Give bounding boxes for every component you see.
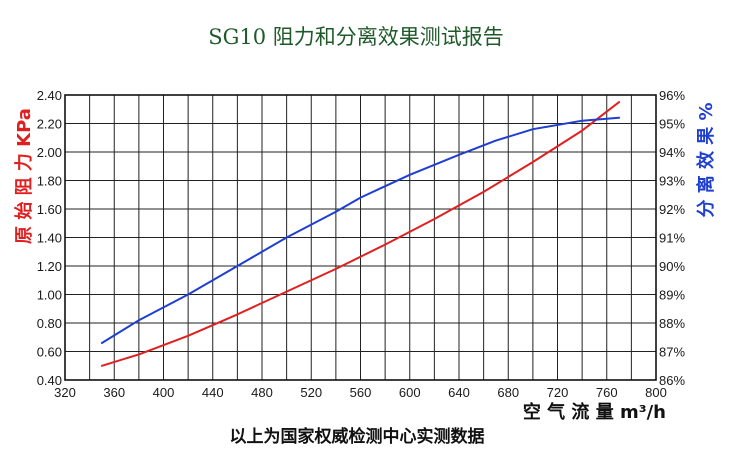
y-tick-label-left: 1.00 [37, 288, 62, 303]
y-tick-label-right: 90% [659, 259, 685, 274]
series-line-resistance [100, 101, 621, 367]
y-tick-label-right: 88% [659, 316, 685, 331]
y-tick-label-left: 2.40 [37, 88, 62, 103]
y-tick-label-left: 2.00 [37, 145, 62, 160]
y-tick-label-right: 91% [659, 231, 685, 246]
y-tick-label-left: 1.40 [37, 231, 62, 246]
x-axis-label: 空 气 流 量 m³/h [523, 401, 666, 423]
x-tick-label: 480 [251, 385, 273, 400]
y-tick-label-right: 87% [659, 345, 685, 360]
grid [64, 94, 657, 381]
y-axis-label-left: 原 始 阻 力 KPa [13, 108, 35, 244]
footnote: 以上为国家权威检测中心实测数据 [230, 426, 485, 447]
x-tick-label: 400 [153, 385, 175, 400]
x-tick-label: 560 [350, 385, 372, 400]
y-tick-label-right: 93% [659, 174, 685, 189]
y-tick-label-right: 86% [659, 373, 685, 388]
y-tick-label-right: 94% [659, 145, 685, 160]
chart-title: SG10 阻力和分离效果测试报告 [208, 25, 504, 49]
y-tick-label-right: 89% [659, 288, 685, 303]
y-axis-label-right: 分 离 效 果 % [695, 102, 717, 217]
x-tick-label: 800 [645, 385, 667, 400]
x-tick-label: 680 [497, 385, 519, 400]
y-tick-label-left: 2.20 [37, 117, 62, 132]
x-tick-label: 320 [54, 385, 76, 400]
tick-labels: 320 360 400 440 480 520 560 600 640 680 720 760 800 0… [37, 88, 686, 400]
x-tick-label: 440 [202, 385, 224, 400]
x-tick-label: 640 [448, 385, 470, 400]
y-tick-label-left: 0.40 [37, 373, 62, 388]
x-tick-label: 760 [596, 385, 618, 400]
y-tick-label-right: 96% [659, 88, 685, 103]
y-tick-label-right: 92% [659, 202, 685, 217]
y-tick-label-left: 0.80 [37, 316, 62, 331]
x-tick-label: 720 [547, 385, 569, 400]
y-tick-label-left: 1.80 [37, 174, 62, 189]
y-tick-label-right: 95% [659, 117, 685, 132]
plot-frame [64, 94, 657, 381]
y-tick-label-left: 1.20 [37, 259, 62, 274]
y-tick-label-left: 0.60 [37, 345, 62, 360]
x-tick-label: 520 [300, 385, 322, 400]
series [100, 101, 621, 367]
x-tick-label: 600 [399, 385, 421, 400]
x-tick-label: 360 [103, 385, 125, 400]
y-tick-label-left: 1.60 [37, 202, 62, 217]
series-line-separation-efficiency [100, 116, 621, 344]
